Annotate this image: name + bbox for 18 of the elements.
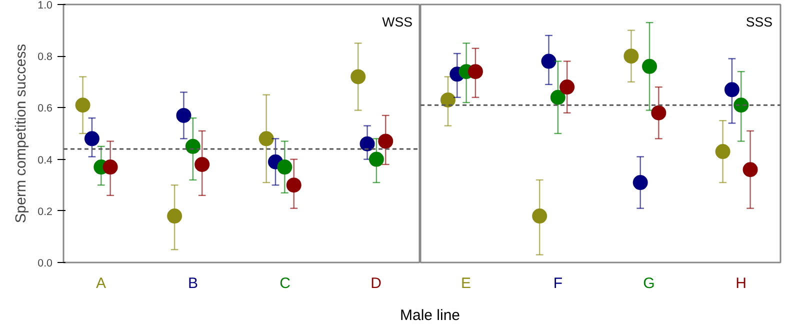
annotation: SSS	[746, 14, 773, 30]
y-tick-label: 0.8	[38, 51, 53, 64]
x-tick-label: F	[553, 274, 563, 294]
x-tick-label: H	[736, 274, 746, 294]
x-tick-label: D	[370, 274, 382, 294]
y-tick-label: 0.2	[38, 206, 53, 218]
x-tick-label: G	[643, 274, 655, 294]
x-tick-label: B	[188, 274, 198, 294]
y-tick-label: 0.0	[38, 258, 53, 270]
x-tick-label: C	[280, 274, 290, 294]
annotation: WSS	[382, 14, 413, 30]
x-tick-label: E	[460, 274, 472, 294]
y-tick-label: 0.4	[38, 154, 53, 166]
y-axis-title: Sperm competition success	[14, 44, 30, 224]
y-tick-label: 1.0	[38, 0, 53, 12]
x-tick-label: A	[96, 274, 106, 294]
y-tick-label: 0.6	[38, 102, 53, 115]
x-axis-title: Male line	[400, 306, 460, 325]
